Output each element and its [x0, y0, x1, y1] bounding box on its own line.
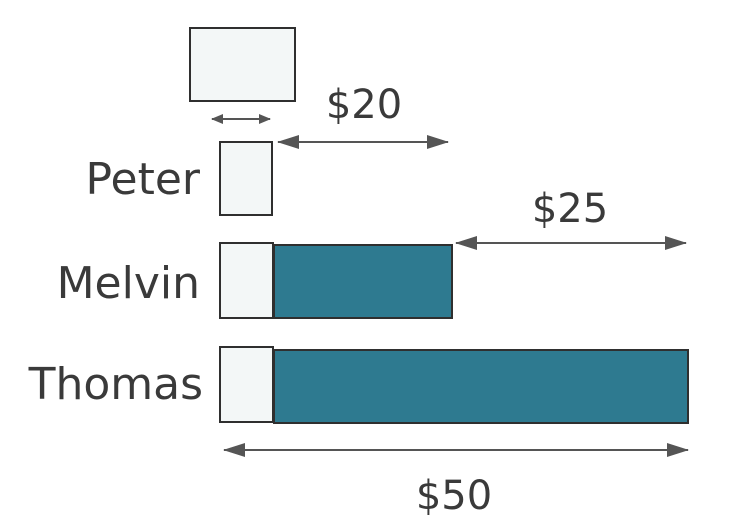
thomas-unit-block [219, 346, 274, 423]
amount-label-25: $25 [532, 186, 608, 232]
amount-label-20: $20 [326, 82, 402, 128]
thomas-extra-bar [273, 349, 689, 424]
name-label-peter: Peter [86, 154, 201, 205]
name-label-thomas: Thomas [28, 359, 203, 410]
name-label-melvin: Melvin [57, 258, 200, 309]
melvin-extra-bar [273, 244, 453, 319]
unit-block-reference [189, 27, 296, 102]
peter-unit-block [219, 141, 273, 216]
amount-label-50: $50 [416, 473, 492, 519]
melvin-unit-block [219, 242, 274, 319]
